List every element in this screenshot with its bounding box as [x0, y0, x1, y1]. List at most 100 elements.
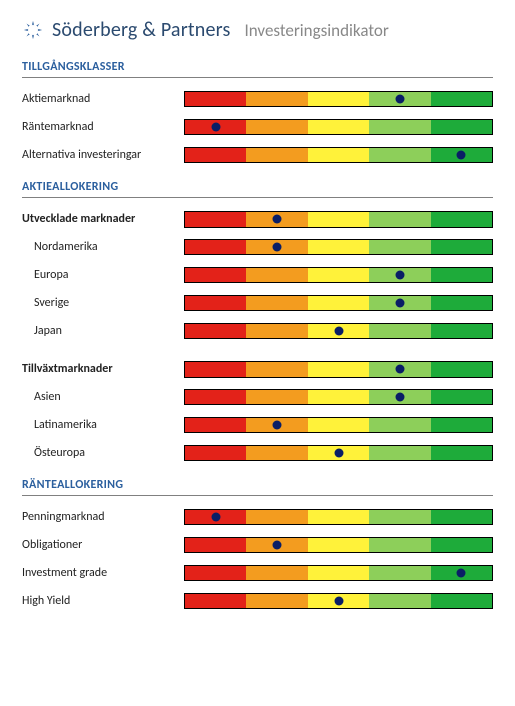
indicator-bar [184, 565, 493, 581]
indicator-segment [431, 120, 492, 134]
indicator-segment [246, 148, 307, 162]
indicator-segment [246, 324, 307, 338]
row-label: Utvecklade marknader [22, 212, 184, 226]
indicator-row: Europa [22, 264, 493, 286]
section: AKTIEALLOKERING Utvecklade marknader Norda… [22, 180, 493, 464]
indicator-segment [431, 212, 492, 227]
indicator-bar [184, 417, 493, 433]
indicator-segment [246, 92, 307, 106]
indicator-segment [246, 510, 307, 524]
indicator-bar [184, 445, 493, 461]
indicator-segment [431, 446, 492, 460]
row-label: Alternativa investeringar [22, 148, 184, 162]
indicator-row: Obligationer [22, 534, 493, 556]
indicator-segment [431, 538, 492, 552]
indicator-segment [246, 566, 307, 580]
indicator-segment [308, 362, 369, 377]
indicator-bar [184, 119, 493, 135]
indicator-segment [308, 538, 369, 552]
indicator-dot [457, 151, 466, 160]
indicator-segment [308, 418, 369, 432]
indicator-bar [184, 239, 493, 255]
indicator-row: Penningmarknad [22, 506, 493, 528]
row-label: Sverige [22, 296, 184, 310]
indicator-segment [308, 120, 369, 134]
logo-icon [22, 19, 44, 41]
indicator-bar [184, 91, 493, 107]
indicator-segment [308, 212, 369, 227]
indicator-dot [211, 513, 220, 522]
indicator-dot [273, 421, 282, 430]
indicator-segment [308, 296, 369, 310]
row-label: Penningmarknad [22, 510, 184, 524]
indicator-segment [185, 390, 246, 404]
indicator-segment [369, 538, 430, 552]
indicator-segment [185, 538, 246, 552]
indicator-segment [185, 296, 246, 310]
indicator-segment [308, 566, 369, 580]
indicator-segment [369, 446, 430, 460]
indicator-row: Nordamerika [22, 236, 493, 258]
section: RÄNTEALLOKERINGPenningmarknadObligatione… [22, 478, 493, 612]
row-label: High Yield [22, 594, 184, 608]
indicator-segment [185, 446, 246, 460]
page-subtitle: Investeringsindikator [245, 20, 389, 41]
indicator-segment [431, 510, 492, 524]
indicator-dot [211, 123, 220, 132]
indicator-dot [334, 597, 343, 606]
indicator-segment [369, 148, 430, 162]
indicator-segment [308, 268, 369, 282]
indicator-bar [184, 361, 493, 378]
indicator-segment [369, 240, 430, 254]
indicator-row: Japan [22, 320, 493, 342]
indicator-segment [369, 418, 430, 432]
section: TILLGÅNGSKLASSER Aktiemarknad Räntemarknad… [22, 60, 493, 166]
section-title: AKTIEALLOKERING [22, 180, 493, 198]
indicator-segment [431, 296, 492, 310]
indicator-dot [334, 449, 343, 458]
indicator-bar [184, 147, 493, 163]
indicator-segment [308, 92, 369, 106]
indicator-bar [184, 509, 493, 525]
indicator-row: High Yield [22, 590, 493, 612]
row-label: Latinamerika [22, 418, 184, 432]
indicator-bar [184, 267, 493, 283]
indicator-segment [185, 148, 246, 162]
indicator-segment [246, 296, 307, 310]
indicator-row: Alternativa investeringar [22, 144, 493, 166]
indicator-segment [246, 362, 307, 377]
indicator-dot [395, 95, 404, 104]
indicator-segment [369, 510, 430, 524]
indicator-dot [395, 393, 404, 402]
indicator-segment [369, 566, 430, 580]
indicator-segment [246, 594, 307, 608]
indicator-segment [308, 148, 369, 162]
row-label: Europa [22, 268, 184, 282]
indicator-segment [431, 418, 492, 432]
indicator-segment [185, 212, 246, 227]
indicator-segment [246, 120, 307, 134]
indicator-segment [369, 212, 430, 227]
indicator-segment [185, 566, 246, 580]
indicator-dot [334, 327, 343, 336]
indicator-segment [185, 418, 246, 432]
indicator-row: Asien [22, 386, 493, 408]
indicator-segment [185, 268, 246, 282]
indicator-segment [369, 594, 430, 608]
indicator-dot [273, 541, 282, 550]
indicator-bar [184, 295, 493, 311]
indicator-row: Aktiemarknad [22, 88, 493, 110]
indicator-segment [431, 240, 492, 254]
indicator-segment [431, 324, 492, 338]
indicator-segment [431, 390, 492, 404]
section-title: TILLGÅNGSKLASSER [22, 60, 493, 78]
indicator-bar [184, 323, 493, 339]
indicator-segment [185, 362, 246, 377]
indicator-bar [184, 389, 493, 405]
indicator-segment [431, 92, 492, 106]
indicator-segment [431, 362, 492, 377]
indicator-dot [457, 569, 466, 578]
indicator-row: Räntemarknad [22, 116, 493, 138]
indicator-segment [246, 390, 307, 404]
row-label: Aktiemarknad [22, 92, 184, 106]
